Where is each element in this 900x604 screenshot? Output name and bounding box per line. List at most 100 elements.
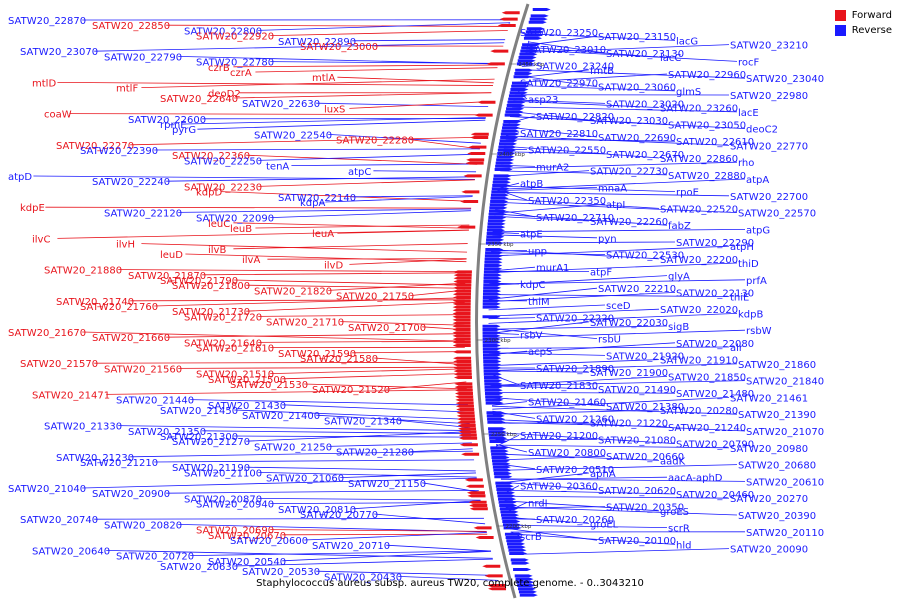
gene-label: atpC [348, 167, 371, 178]
gene-label: rsbW [746, 326, 772, 337]
reverse-gene [483, 347, 501, 350]
gene-label: prfA [746, 276, 767, 287]
gene-label: SATW20_21750 [336, 292, 414, 303]
reverse-gene [489, 213, 507, 216]
forward-gene [456, 402, 474, 405]
reverse-gene [485, 254, 503, 257]
reverse-gene [515, 574, 533, 577]
reverse-gene [498, 498, 516, 501]
gene-label: SATW20_21150 [348, 479, 426, 490]
label-connector [258, 315, 464, 317]
label-connector [94, 362, 465, 363]
gene-label: SATW20_22630 [242, 99, 320, 110]
label-connector [255, 68, 497, 72]
gene-label: SATW20_21400 [242, 411, 320, 422]
forward-gene [455, 392, 473, 395]
gene-label: SATW20_21200 [520, 431, 598, 442]
gene-label: SATW20_22860 [660, 154, 738, 165]
reverse-gene [484, 264, 502, 267]
gene-label: groEL [590, 519, 619, 530]
gene-label: SATW20_22250 [184, 156, 262, 167]
reverse-gene [505, 114, 523, 117]
forward-gene [453, 363, 471, 366]
reverse-gene [501, 130, 519, 133]
reverse-gene [489, 206, 507, 209]
label-connector [270, 211, 471, 218]
gene-label: upp [528, 246, 547, 257]
gene-label: ilvA [242, 255, 260, 266]
gene-label: SATW20_21461 [730, 393, 808, 404]
gene-label: deoC2 [746, 125, 778, 136]
gene-label: atpF [590, 267, 612, 278]
gene-label: SATW20_20600 [230, 536, 308, 547]
forward-gene [453, 309, 471, 312]
label-connector [197, 120, 485, 129]
gene-label: acpS [528, 347, 552, 358]
gene-label: SATW20_22770 [730, 141, 808, 152]
gene-label: pyrG [172, 125, 196, 136]
scale-tick-label: 2200 kbp [506, 524, 532, 530]
gene-label: SATW20_21580 [300, 354, 378, 365]
gene-label: SATW20_21530 [230, 380, 308, 391]
forward-gene [460, 200, 478, 203]
gene-label: groES [660, 507, 689, 518]
map-title: Staphylococcus aureus subsp. aureus TW20… [0, 578, 900, 589]
gene-label: SATW20_21250 [254, 442, 332, 453]
label-connector [270, 530, 486, 532]
label-connector [130, 300, 465, 301]
gene-label: SATW20_23040 [746, 74, 824, 85]
gene-label: mtlF [116, 84, 138, 95]
label-connector [233, 244, 467, 249]
gene-label: SATW20_22640 [160, 94, 238, 105]
gene-label: coaW [44, 110, 72, 121]
reverse-gene [502, 126, 520, 129]
scale-tick-label: 2300 kbp [485, 338, 511, 344]
gene-label: atpG [746, 225, 770, 236]
label-connector [270, 30, 508, 35]
reverse-gene [519, 590, 537, 593]
reverse-gene [498, 146, 516, 149]
gene-label: SATW20_21840 [746, 377, 824, 388]
gene-label: SATW20_21330 [44, 422, 122, 433]
gene-label: SATW20_22260 [590, 217, 668, 228]
label-connector [291, 164, 477, 166]
label-connector [304, 533, 487, 540]
forward-gene [453, 315, 471, 318]
gene-label: SATW20_21390 [738, 410, 816, 421]
forward-gene [461, 190, 479, 193]
reverse-gene [485, 258, 503, 261]
forward-gene [457, 414, 475, 417]
gene-label: SATW20_21060 [266, 474, 344, 485]
gene-label: SATW20_20270 [730, 494, 808, 505]
gene-label: atpD [8, 172, 32, 183]
gene-label: asp23 [528, 95, 558, 106]
forward-gene [453, 293, 471, 296]
gene-label: leuA [312, 229, 334, 240]
gene-label: SATW20_22690 [598, 133, 676, 144]
gene-label: SATW20_22540 [254, 130, 332, 141]
scale-tick-label: 2350 kbp [488, 242, 514, 248]
reverse-gene [490, 203, 508, 206]
reverse-gene [493, 466, 511, 469]
reverse-gene [533, 8, 551, 11]
legend-item-reverse: Reverse [835, 23, 892, 38]
gene-label: SATW20_20680 [738, 461, 816, 472]
gene-label: SATW20_20740 [20, 515, 98, 526]
reverse-gene [491, 194, 509, 197]
label-connector [352, 352, 465, 353]
gene-label: SATW20_20940 [196, 500, 274, 511]
gene-label: SATW20_22280 [336, 136, 414, 147]
gene-label: SATW20_21490 [598, 385, 676, 396]
forward-gene [455, 386, 473, 389]
gene-label: SATW20_21720 [184, 312, 262, 323]
gene-label: SATW20_21440 [116, 396, 194, 407]
gene-label: SATW20_21080 [598, 435, 676, 446]
gene-label: SATW20_20900 [92, 489, 170, 500]
forward-gene [453, 280, 471, 283]
gene-label: ilvH [116, 240, 135, 251]
gene-label: SATW20_22920 [196, 32, 274, 43]
reverse-gene [486, 235, 504, 238]
reverse-gene [483, 357, 501, 360]
forward-gene [502, 11, 520, 14]
reverse-gene [485, 251, 503, 254]
